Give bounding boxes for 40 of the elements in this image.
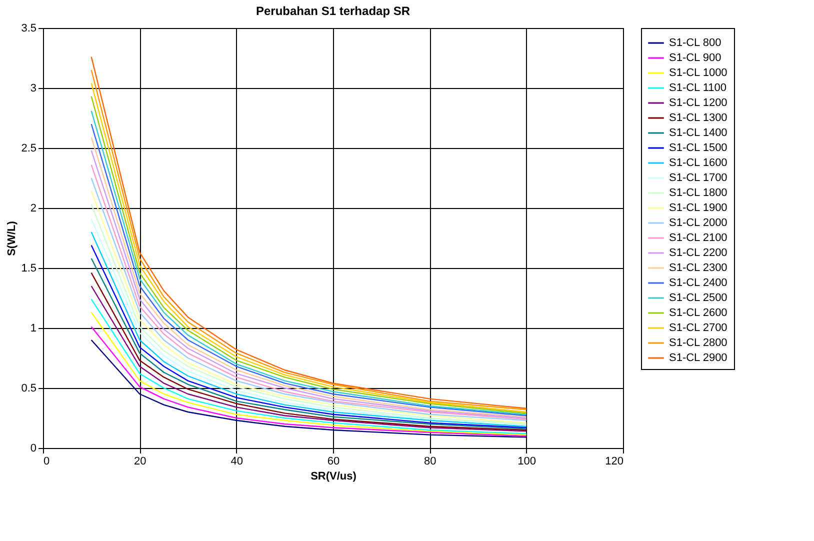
y-tick-label: 2.5 [21, 142, 36, 154]
y-tick-label: 2 [30, 202, 36, 214]
x-tick-label: 0 [44, 456, 50, 468]
legend-label: S1-CL 1500 [669, 142, 728, 154]
legend-label: S1-CL 1600 [669, 157, 728, 169]
legend-label: S1-CL 2400 [669, 277, 728, 289]
y-tick-label: 0 [30, 442, 36, 454]
legend-label: S1-CL 2200 [669, 247, 728, 259]
x-tick-label: 80 [424, 456, 436, 468]
legend-label: S1-CL 2800 [669, 337, 728, 349]
legend-label: S1-CL 1300 [669, 112, 728, 124]
y-tick-label: 1 [30, 322, 36, 334]
legend-label: S1-CL 2300 [669, 262, 728, 274]
y-tick-label: 0.5 [21, 382, 36, 394]
legend-label: S1-CL 1700 [669, 172, 728, 184]
legend-label: S1-CL 1000 [669, 67, 728, 79]
x-axis-title: SR(V/us) [310, 470, 357, 482]
legend-label: S1-CL 2000 [669, 217, 728, 229]
legend-label: S1-CL 1900 [669, 202, 728, 214]
legend-label: S1-CL 900 [669, 52, 722, 64]
legend-label: S1-CL 2600 [669, 307, 728, 319]
legend-label: S1-CL 2100 [669, 232, 728, 244]
x-tick-label: 100 [518, 456, 536, 468]
x-tick-label: 60 [327, 456, 340, 468]
legend-label: S1-CL 2900 [669, 352, 728, 364]
legend-label: S1-CL 2700 [669, 322, 728, 334]
legend-label: S1-CL 2500 [669, 292, 728, 304]
y-tick-label: 3 [30, 82, 36, 94]
y-tick-label: 3.5 [21, 22, 36, 34]
y-axis-title: S(W/L) [6, 220, 18, 256]
legend-label: S1-CL 1400 [669, 127, 728, 139]
legend-label: S1-CL 1100 [669, 82, 726, 94]
legend-label: S1-CL 1200 [669, 97, 728, 109]
x-tick-label: 120 [605, 456, 624, 468]
chart-title: Perubahan S1 terhadap SR [256, 4, 410, 18]
x-tick-label: 40 [230, 456, 243, 468]
legend-label: S1-CL 1800 [669, 187, 728, 199]
x-tick-label: 20 [134, 456, 146, 468]
legend-label: S1-CL 800 [669, 37, 722, 49]
y-tick-label: 1.5 [21, 262, 36, 274]
